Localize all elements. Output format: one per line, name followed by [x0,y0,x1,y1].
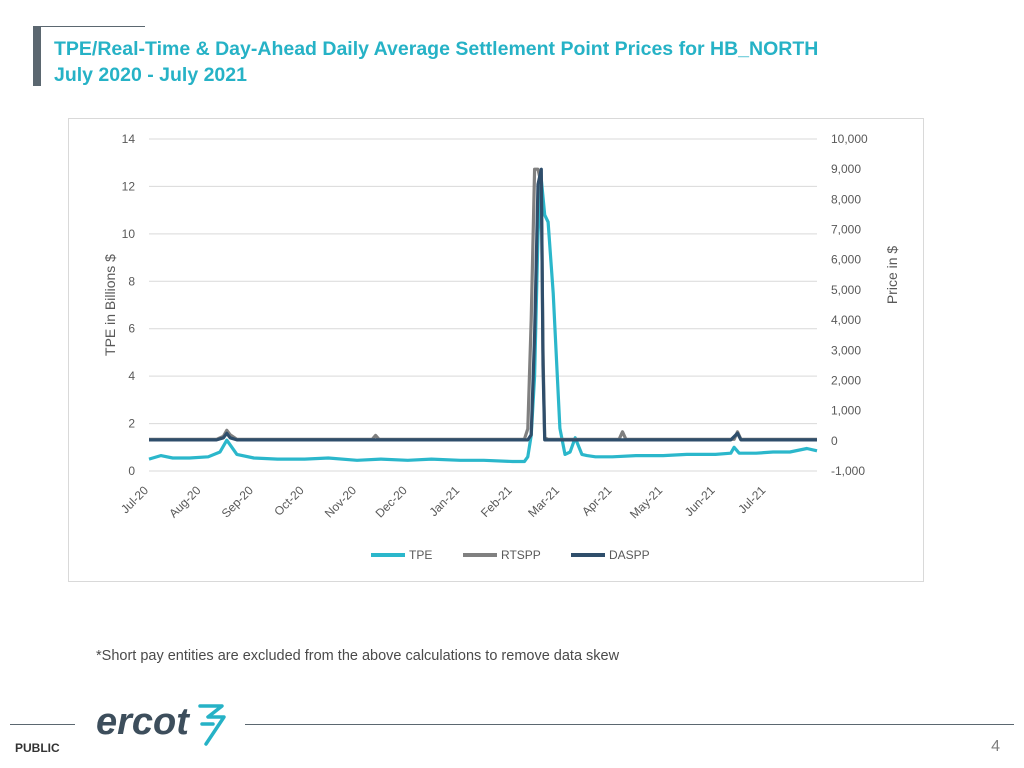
legend-label-daspp: DASPP [609,548,650,562]
page-title: TPE/Real-Time & Day-Ahead Daily Average … [54,36,994,88]
series-line-tpe [148,177,818,464]
title-accent-line [41,26,145,27]
right-tick-label: -1,000 [831,464,865,478]
left-tick-label: 10 [122,227,136,241]
y-axis-title: TPE in Billions $ [102,254,118,356]
x-tick-label: Jul-21 [735,483,768,516]
x-tick-label: Nov-20 [322,483,359,520]
footer-divider-right [245,724,1014,725]
series-line-daspp [149,167,817,442]
x-tick-label: Oct-20 [271,483,307,519]
x-tick-label: May-21 [627,483,665,521]
chart-frame: 0 2 4 6 8 10 12 14 -1,000 0 1,000 2,000 3,000 4,000 5,… [68,118,924,582]
right-tick-label: 9,000 [831,162,861,176]
x-tick-label: Feb-21 [478,483,515,520]
title-line-1: TPE/Real-Time & Day-Ahead Daily Average … [54,38,819,60]
x-tick-label: Jan-21 [426,483,462,519]
left-tick-label: 12 [122,179,136,193]
left-tick-label: 0 [128,464,135,478]
x-tick-label: Dec-20 [373,483,410,520]
right-tick-label: 0 [831,434,838,448]
logo-wordmark: ercot [96,701,190,743]
x-tick-label: Apr-21 [579,483,615,519]
footer-divider-left [10,724,75,725]
right-tick-label: 3,000 [831,343,861,357]
title-accent-bar [33,26,41,86]
right-tick-label: 10,000 [831,132,868,146]
y2-axis-title: Price in $ [884,246,900,305]
chart-svg: 0 2 4 6 8 10 12 14 -1,000 0 1,000 2,000 3,000 4,000 5,… [102,132,900,562]
page-number: 4 [991,738,1000,755]
series-line-rtspp [149,167,817,441]
classification-label: PUBLIC [15,741,60,755]
left-tick-label: 6 [128,322,135,336]
right-tick-label: 1,000 [831,404,861,418]
x-tick-label: Jul-20 [118,483,151,516]
x-tick-label: Jun-21 [682,483,718,519]
right-tick-label: 6,000 [831,253,861,267]
left-tick-label: 2 [128,417,135,431]
title-line-2: July 2020 - July 2021 [54,64,247,86]
right-tick-label: 8,000 [831,192,861,206]
x-tick-label: Aug-20 [166,483,203,520]
left-tick-label: 8 [128,274,135,288]
legend-label-rtspp: RTSPP [501,548,541,562]
right-tick-label: 7,000 [831,223,861,237]
left-tick-label: 14 [122,132,136,146]
footnote: *Short pay entities are excluded from th… [96,648,620,664]
right-tick-label: 2,000 [831,373,861,387]
right-tick-label: 5,000 [831,283,861,297]
right-tick-label: 4,000 [831,313,861,327]
ercot-logo: ercot [96,701,226,746]
legend-label-tpe: TPE [409,548,432,562]
left-tick-label: 4 [128,369,135,383]
x-tick-label: Sep-20 [219,483,256,520]
logo-bolt-icon [198,704,226,746]
x-tick-label: Mar-21 [525,483,562,520]
